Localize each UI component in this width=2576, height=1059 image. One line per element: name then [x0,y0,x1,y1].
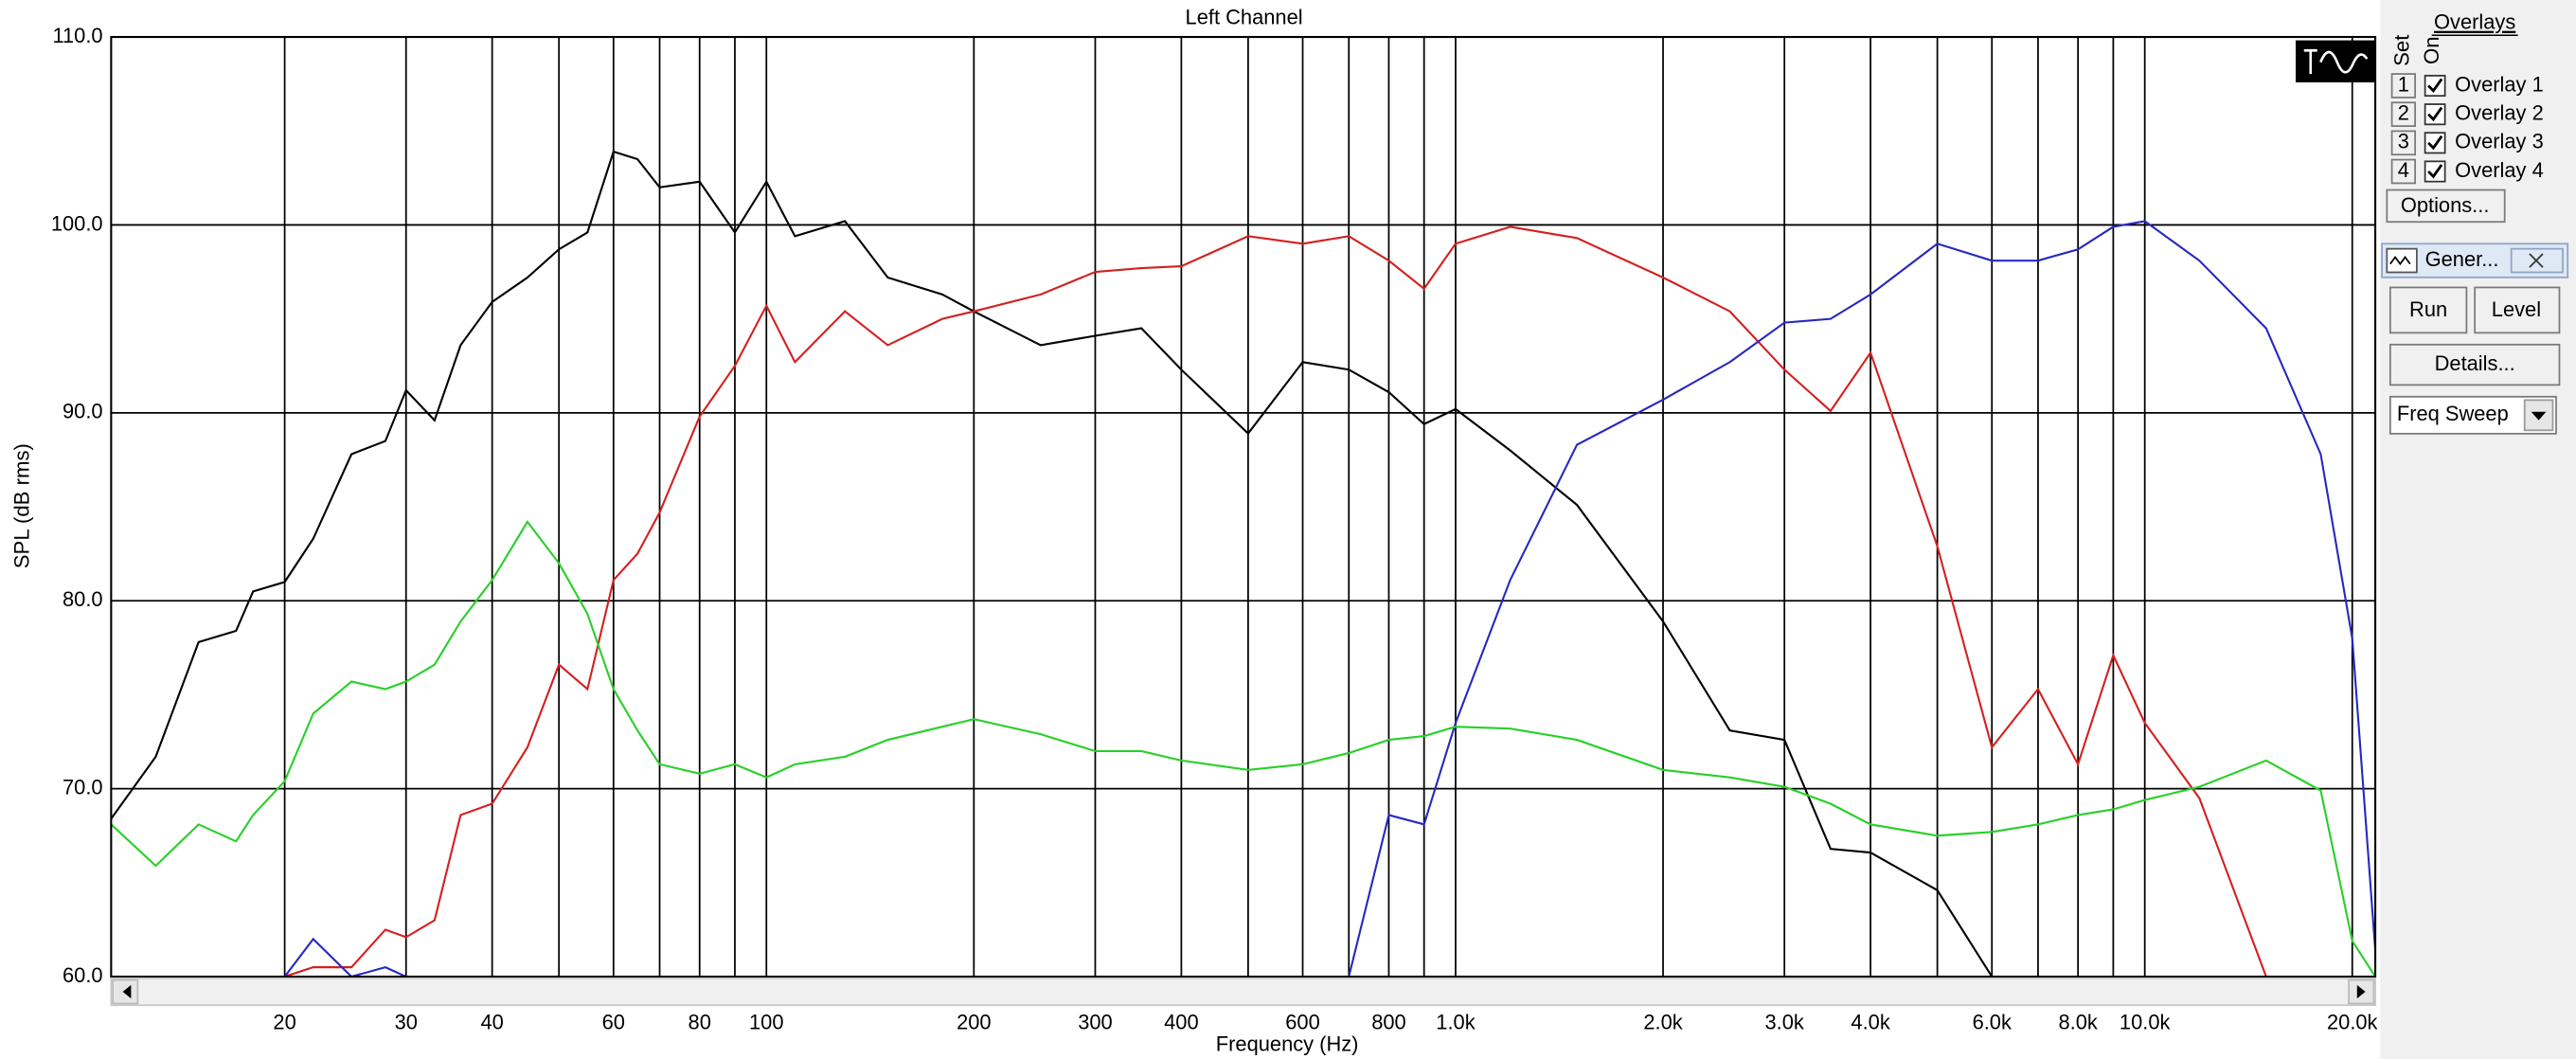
overlays-title: Overlays [2434,10,2515,34]
checkmark [2427,164,2443,179]
x-tick-label: 200 [957,1010,991,1033]
x-tick-label: 100 [749,1010,783,1033]
checkmark [2427,106,2443,122]
set-header: Set [2390,35,2414,66]
x-tick-label: 1.0k [1436,1010,1476,1033]
checkmark [2427,78,2443,94]
x-tick-label: 300 [1078,1010,1112,1033]
options-label: Options... [2401,193,2490,217]
x-tick-label: 6.0k [1973,1010,2012,1033]
y-tick-label: 90.0 [63,400,103,423]
plot-frame [110,35,2377,978]
on-header: On [2420,36,2443,64]
y-axis-label: SPL (dB rms) [9,443,33,568]
x-tick-label: 8.0k [2058,1010,2098,1033]
series-line [110,520,2376,978]
run-button[interactable] [2388,286,2468,334]
x-tick-label: 600 [1285,1010,1319,1033]
x-tick-label: 800 [1371,1010,1405,1033]
legend-entry: Overlay 2 [2455,100,2544,124]
y-tick-label: 80.0 [63,587,103,611]
overlay-checkbox[interactable] [2424,103,2446,126]
x-tick-label: 2.0k [1643,1010,1683,1033]
set-button[interactable] [2390,158,2416,185]
x-tick-label: 20.0k [2327,1010,2378,1033]
mode-label: Freq Sweep [2397,402,2509,425]
checkmark [2427,135,2443,151]
series-line [111,225,2376,978]
level-label: Level [2492,297,2541,321]
y-tick-label: 60.0 [63,963,103,987]
x-tick-label: 10.0k [2120,1010,2171,1033]
set-number: 3 [2398,130,2409,153]
details-button[interactable] [2388,343,2561,386]
details-label: Details... [2435,351,2515,375]
overlay-checkbox[interactable] [2424,74,2446,98]
legend-entry: Overlay 1 [2455,72,2544,96]
y-tick-label: 110.0 [52,24,102,47]
chart-title: Left Channel [1186,5,1303,28]
level-button[interactable] [2474,286,2561,334]
app-logo [2296,40,2376,82]
legend-entry: Overlay 3 [2455,130,2544,153]
x-tick-label: 80 [689,1010,711,1033]
overlay-list: 1 Overlay 1 2 Overlay 2 3 Overlay 3 4 Overlay 4 [2390,72,2544,185]
x-tick-label: 40 [480,1010,503,1033]
y-tick-label: 70.0 [63,775,103,799]
set-button[interactable] [2390,130,2416,156]
run-label: Run [2409,297,2447,321]
graph-background [0,0,2380,1059]
overlay-checkbox[interactable] [2424,132,2446,154]
set-number: 4 [2398,158,2409,182]
y-tick-label: 100.0 [51,211,103,235]
x-tick-label: 3.0k [1765,1010,1805,1033]
generator-title: Gener... [2425,247,2499,271]
x-tick-label: 60 [602,1010,625,1033]
set-button[interactable] [2390,101,2416,127]
x-tick-label: 30 [395,1010,418,1033]
set-number: 1 [2398,72,2409,96]
x-tick-label: 20 [273,1010,295,1033]
scrollbar[interactable] [110,977,2376,1007]
overlay-checkbox[interactable] [2424,160,2446,183]
x-tick-label: 400 [1164,1010,1198,1033]
x-axis-label: Frequency (Hz) [1216,1032,1359,1056]
x-tick-label: 4.0k [1851,1010,1890,1033]
legend-entry: Overlay 4 [2455,158,2544,182]
options-button[interactable] [2386,188,2506,224]
set-number: 2 [2398,100,2409,124]
set-button[interactable] [2390,73,2416,99]
